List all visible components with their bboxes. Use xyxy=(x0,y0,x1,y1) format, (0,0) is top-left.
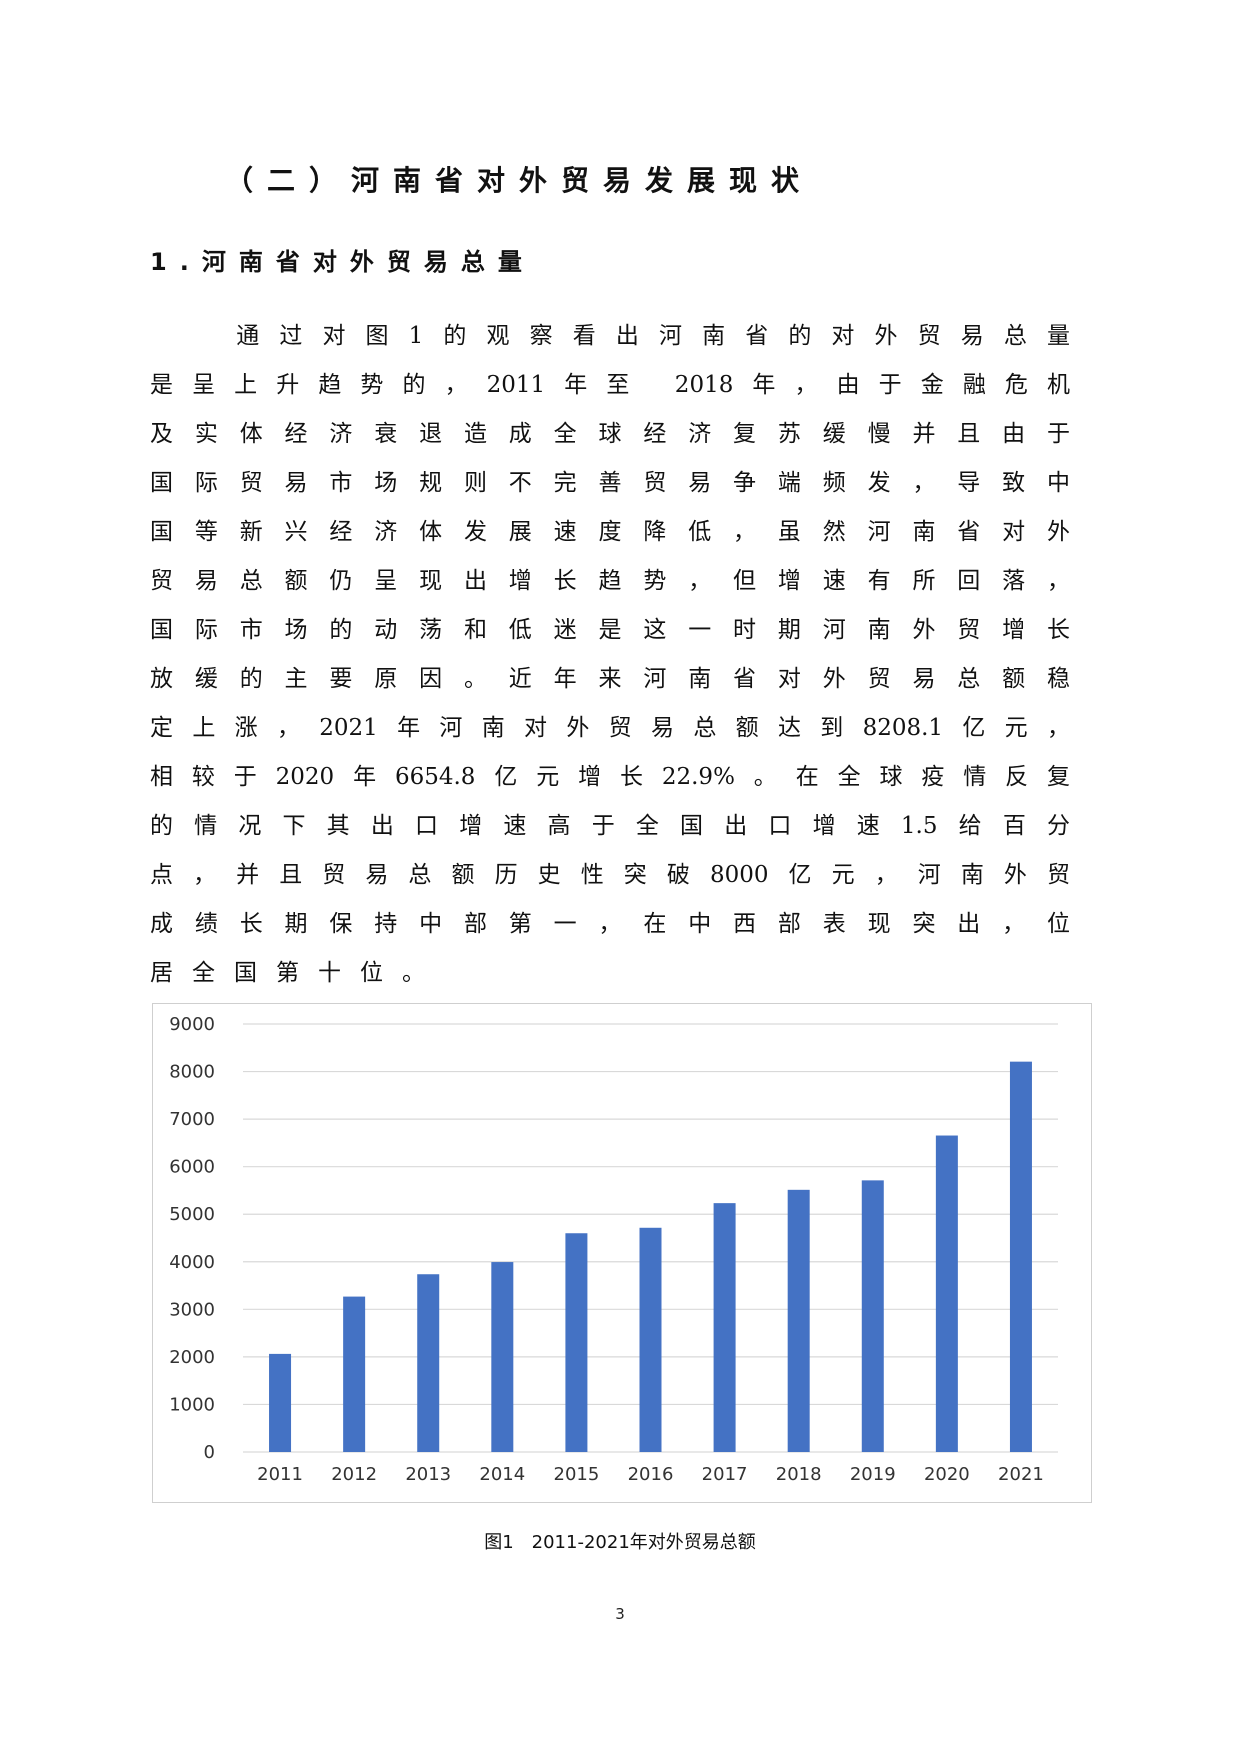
paragraph-line: 成绩长期保持中部第一，在中西部表现突出，位 xyxy=(150,911,1070,937)
paragraph-line: 居全国第十位。 xyxy=(150,960,444,986)
bar-2021 xyxy=(1009,1061,1032,1452)
paragraph-line: 及实体经济衰退造成全球经济复苏缓慢并且由于 xyxy=(150,421,1070,447)
paragraph-line: 相较于2020年6654.8亿元增长22.9%。在全球疫情反复 xyxy=(150,764,1070,790)
x-tick-label: 2015 xyxy=(554,1464,600,1485)
x-tick-label: 2011 xyxy=(257,1464,303,1485)
x-tick-label: 2021 xyxy=(998,1464,1044,1485)
bar-2019 xyxy=(861,1180,884,1452)
y-tick-label: 5000 xyxy=(169,1204,215,1225)
paragraph-line: 是呈上升趋势的，2011年至 2018年，由于金融危机 xyxy=(150,372,1070,398)
section-title: （二）河南省对外贸易发展现状 xyxy=(225,164,814,197)
bar-2018 xyxy=(787,1189,810,1452)
y-tick-label: 1000 xyxy=(169,1394,215,1415)
x-tick-label: 2018 xyxy=(776,1464,822,1485)
bar-2012 xyxy=(343,1296,366,1452)
paragraph-line: 贸易总额仍呈现出增长趋势，但增速有所回落， xyxy=(150,568,1070,594)
subsection-title: 1.河南省对外贸易总量 xyxy=(150,248,535,276)
bar-2011 xyxy=(269,1353,292,1452)
y-tick-label: 3000 xyxy=(169,1299,215,1320)
y-tick-label: 8000 xyxy=(169,1062,215,1083)
y-tick-label: 4000 xyxy=(169,1252,215,1273)
chart-canvas: 0 1000 2000 3000 4000 5000 6000 7000 8000 9000 201… xyxy=(169,1014,1058,1485)
paragraph-line: 国际贸易市场规则不完善贸易争端频发，导致中 xyxy=(150,470,1070,496)
bar-chart: 0 1000 2000 3000 4000 5000 6000 7000 8000 9000 201… xyxy=(152,1003,1092,1503)
x-tick-label: 2014 xyxy=(479,1464,525,1485)
x-tick-label: 2019 xyxy=(850,1464,896,1485)
x-tick-label: 2016 xyxy=(628,1464,674,1485)
bar-2016 xyxy=(639,1227,662,1452)
x-tick-label: 2012 xyxy=(331,1464,377,1485)
body-paragraph: 通过对图1的观察看出河南省的对外贸易总量 是呈上升趋势的，2011年至 2018… xyxy=(150,312,1070,998)
paragraph-line: 通过对图1的观察看出河南省的对外贸易总量 xyxy=(150,323,1070,349)
y-tick-label: 0 xyxy=(204,1442,215,1463)
x-tick-label: 2017 xyxy=(702,1464,748,1485)
bar-2020 xyxy=(935,1135,958,1452)
paragraph-line: 放缓的主要原因。近年来河南省对外贸易总额稳 xyxy=(150,666,1070,692)
y-tick-label: 6000 xyxy=(169,1157,215,1178)
page-number: 3 xyxy=(615,1605,625,1623)
bar-2015 xyxy=(565,1233,588,1452)
paragraph-line: 的情况下其出口增速高于全国出口增速1.5给百分 xyxy=(150,813,1070,839)
y-tick-label: 9000 xyxy=(169,1014,215,1035)
y-tick-label: 7000 xyxy=(169,1109,215,1130)
figure-caption: 图1 2011-2021年对外贸易总额 xyxy=(484,1532,756,1553)
bar-2017 xyxy=(713,1203,736,1452)
x-tick-label: 2020 xyxy=(924,1464,970,1485)
paragraph-line: 国等新兴经济体发展速度降低，虽然河南省对外 xyxy=(150,519,1070,545)
paragraph-line: 定上涨，2021年河南对外贸易总额达到8208.1亿元， xyxy=(150,715,1070,741)
paragraph-line: 点，并且贸易总额历史性突破8000亿元，河南外贸 xyxy=(150,862,1070,888)
paragraph-line: 国际市场的动荡和低迷是这一时期河南外贸增长 xyxy=(150,617,1070,643)
bar-2013 xyxy=(417,1274,440,1452)
x-tick-label: 2013 xyxy=(405,1464,451,1485)
bar-2014 xyxy=(491,1262,514,1452)
y-tick-label: 2000 xyxy=(169,1347,215,1368)
